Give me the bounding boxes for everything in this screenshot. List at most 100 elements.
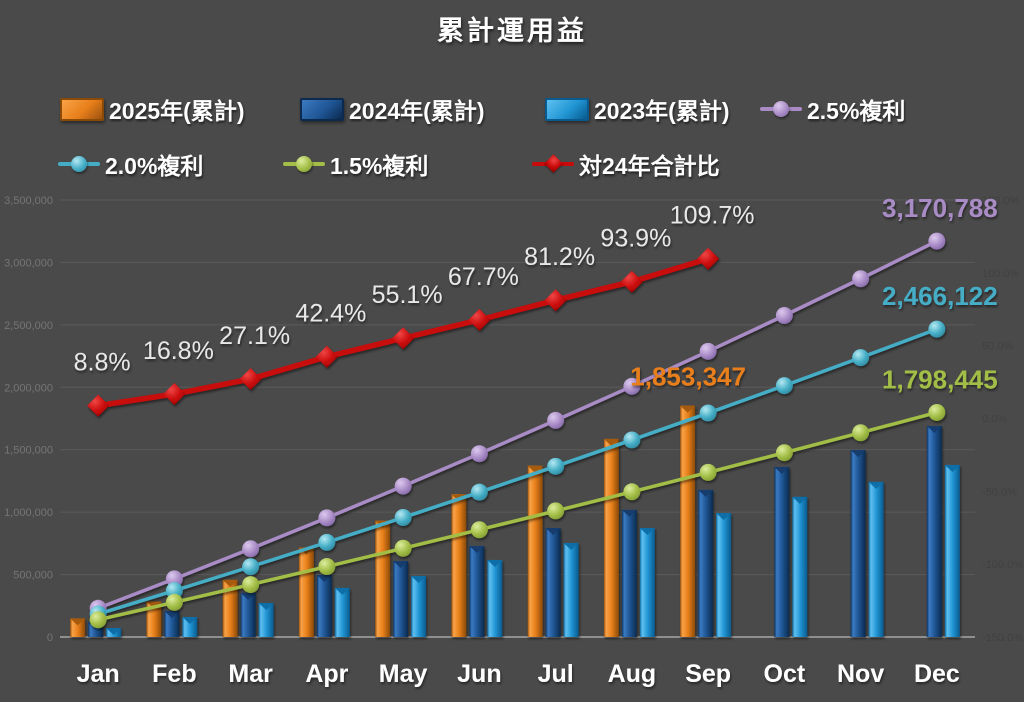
marker-red-Feb xyxy=(163,383,186,406)
legend-item-2024: 2024年(累計) xyxy=(300,95,485,124)
marker-red-Jun xyxy=(468,308,491,331)
marker-purple-Feb xyxy=(165,570,183,588)
bar-darkblue-Mar xyxy=(240,592,256,637)
legend-item-compound-1-5: 1.5%複利 xyxy=(283,150,428,179)
value-label-green: 1,798,445 xyxy=(882,364,998,394)
ratio-label-Aug: 93.9% xyxy=(600,225,671,253)
right-axis-tick-label: 150.0% xyxy=(982,195,1020,207)
bar-top-bevel xyxy=(698,489,714,497)
bar-orange-Sep xyxy=(680,405,696,637)
bar-top-bevel xyxy=(545,527,561,535)
legend-label: 2.5%複利 xyxy=(807,98,906,124)
legend-item-compound-2-0: 2.0%複利 xyxy=(58,150,203,179)
bar-top-bevel xyxy=(70,618,86,626)
marker-red-May xyxy=(392,327,415,350)
bar-top-bevel xyxy=(868,481,884,489)
marker-teal-Oct xyxy=(775,377,793,395)
line-series-purple xyxy=(89,232,946,617)
bar-lightblue-Nov xyxy=(868,481,884,637)
bar-darkblue-Jul xyxy=(545,527,561,637)
legend-swatch-line-icon xyxy=(532,153,574,175)
marker-green-Jul xyxy=(547,502,565,520)
bar-lightblue-Oct xyxy=(792,496,808,637)
marker-green-Jan xyxy=(89,611,107,629)
legend-label: 2025年(累計) xyxy=(109,98,245,124)
bar-top-bevel xyxy=(639,527,655,535)
value-label-orange: 1,853,347 xyxy=(630,362,746,392)
left-axis-tick-label: 3,000,000 xyxy=(4,257,53,269)
left-axis-tick-label: 500,000 xyxy=(13,570,53,582)
bar-orange-Jan xyxy=(70,618,86,637)
marker-red-Jan xyxy=(87,394,110,417)
legend-item-2023: 2023年(累計) xyxy=(545,95,730,124)
x-axis-label-Jul: Jul xyxy=(538,660,574,688)
bar-darkblue-Apr xyxy=(316,574,332,637)
ratio-label-Sep: 109.7% xyxy=(670,202,755,230)
legend-label: 2024年(累計) xyxy=(349,98,485,124)
chart-legend: 2025年(累計) 2024年(累計) 2023年(累計) 2.5%複利 2.0%複利 1… xyxy=(0,0,1024,190)
bar-orange-Aug xyxy=(603,438,619,637)
bar-top-bevel xyxy=(527,465,543,473)
marker-teal-Nov xyxy=(852,349,870,367)
marker-red-Apr xyxy=(315,345,338,368)
value-label-purple: 3,170,788 xyxy=(882,193,998,223)
marker-teal-Dec xyxy=(928,320,946,338)
marker-red-Mar xyxy=(239,368,262,391)
left-axis-tick-label: 0 xyxy=(47,632,53,644)
right-axis-tick-label: 100.0% xyxy=(982,268,1020,280)
bar-top-bevel xyxy=(621,509,637,517)
legend-label: 2023年(累計) xyxy=(594,98,730,124)
bar-top-bevel xyxy=(469,545,485,553)
bar-top-bevel xyxy=(182,617,198,625)
marker-red-Aug xyxy=(620,270,643,293)
bar-top-bevel xyxy=(146,601,162,609)
ratio-label-Feb: 16.8% xyxy=(143,337,214,365)
bar-top-bevel xyxy=(774,466,790,474)
bar-top-bevel xyxy=(316,574,332,582)
right-axis-tick-label: -150.0% xyxy=(982,632,1023,644)
bar-lightblue-Jul xyxy=(563,542,579,637)
marker-green-May xyxy=(394,539,412,557)
bar-orange-Mar xyxy=(222,579,238,637)
legend-swatch-bar-icon xyxy=(545,97,589,121)
legend-swatch-line-icon xyxy=(760,98,802,120)
marker-green-Dec xyxy=(928,403,946,421)
marker-teal-Aug xyxy=(623,431,641,449)
marker-teal-Jul xyxy=(547,457,565,475)
bar-orange-Jun xyxy=(451,494,467,637)
x-axis-label-Nov: Nov xyxy=(837,660,884,688)
marker-green-Nov xyxy=(852,424,870,442)
bar-top-bevel xyxy=(850,449,866,457)
left-axis-tick-label: 2,000,000 xyxy=(4,382,53,394)
marker-green-Apr xyxy=(318,558,336,576)
bar-series-darkblue xyxy=(88,426,942,637)
bar-orange-May xyxy=(375,520,391,637)
marker-green-Aug xyxy=(623,483,641,501)
bar-orange-Apr xyxy=(298,547,314,637)
ratio-label-Apr: 42.4% xyxy=(295,300,366,328)
marker-purple-Sep xyxy=(699,342,717,360)
x-axis-label-Oct: Oct xyxy=(764,660,806,688)
bar-darkblue-Dec xyxy=(926,426,942,637)
left-axis-tick-label: 1,500,000 xyxy=(4,445,53,457)
legend-item-ratio-vs-2024: 対24年合計比 xyxy=(532,150,720,179)
marker-green-Oct xyxy=(775,444,793,462)
x-axis-label-Jan: Jan xyxy=(77,660,120,688)
bar-top-bevel xyxy=(603,438,619,446)
gridlines: 0 500,000 1,000,000 1,500,000 2,000,000 2,500… xyxy=(4,195,975,644)
bar-top-bevel xyxy=(258,603,274,611)
marker-teal-Jun xyxy=(470,483,488,501)
marker-green-Jun xyxy=(470,521,488,539)
marker-purple-Aug xyxy=(623,377,641,395)
legend-circle-marker-icon xyxy=(773,101,789,117)
value-label-teal: 2,466,122 xyxy=(882,281,998,311)
bar-orange-Feb xyxy=(146,601,162,637)
legend-circle-marker-icon xyxy=(71,156,87,172)
legend-swatch-line-icon xyxy=(283,153,325,175)
marker-teal-Apr xyxy=(318,533,336,551)
bar-lightblue-Sep xyxy=(716,513,732,637)
bar-darkblue-Nov xyxy=(850,449,866,637)
marker-green-Feb xyxy=(165,593,183,611)
ratio-label-May: 55.1% xyxy=(372,281,443,309)
